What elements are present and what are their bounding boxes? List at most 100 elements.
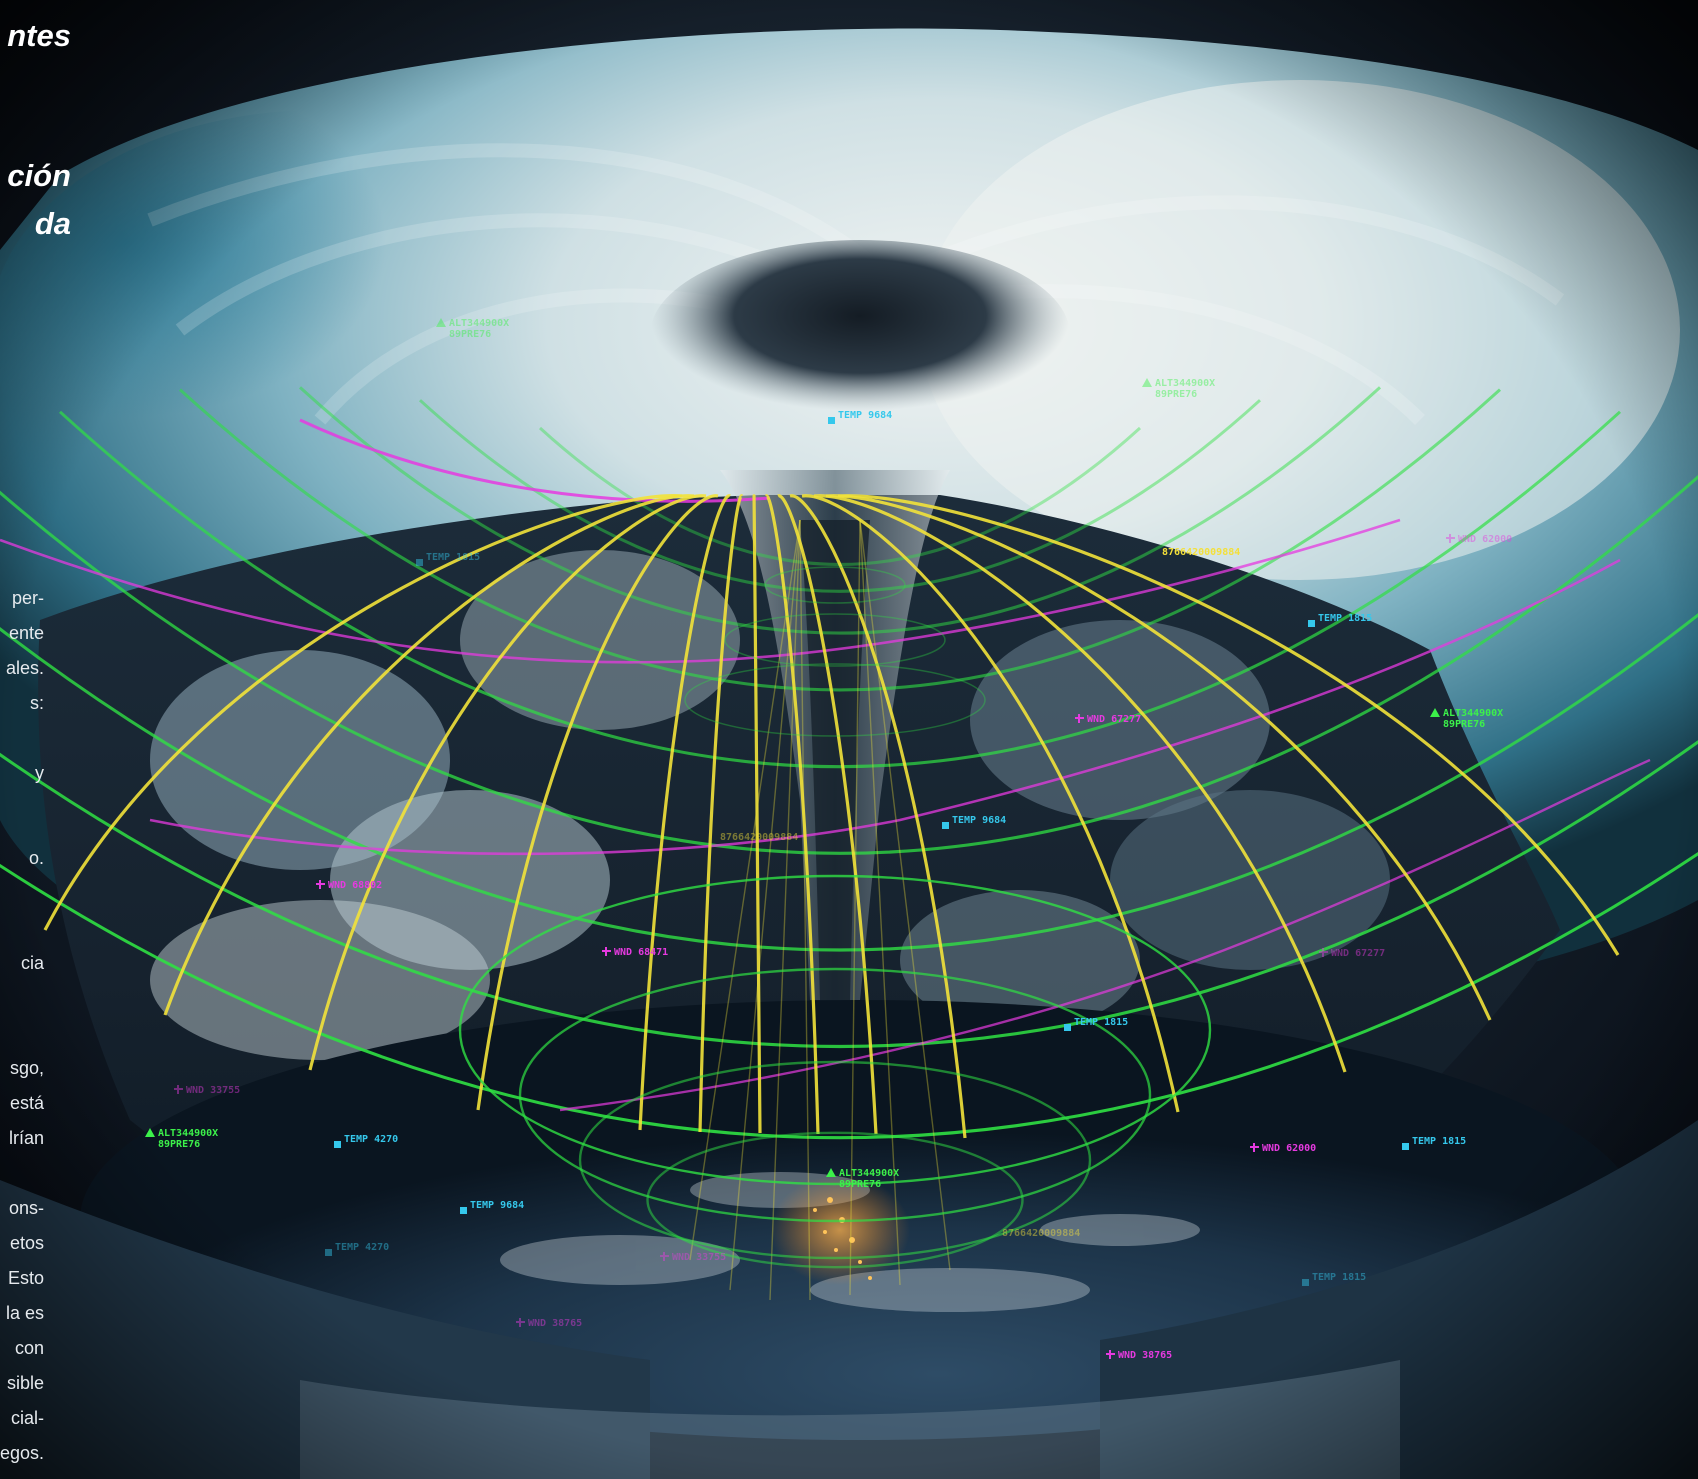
code-readout: 8766420009884 [720,832,799,843]
inner-ring [458,874,1212,1186]
square-marker-icon [1402,1143,1409,1150]
crosshair-marker-icon [1250,1143,1259,1152]
meridian-line [43,494,683,931]
triangle-marker-icon [826,1168,836,1177]
body-text-fragment: s: [29,693,44,713]
inner-ring [724,613,946,667]
meridian-line [638,494,731,1131]
body-text-fragment: per- [11,588,44,608]
meridian-line [859,519,901,1286]
body-text-fragment: egos. [0,1443,44,1463]
meridian-lines [43,494,1620,1301]
altitude-marker: ALT344900X 89PRE76 [436,318,509,340]
latitude-ring [0,474,1698,855]
wind-marker: WND 38765 [516,1318,582,1336]
meridian-line [752,494,762,1134]
wind-marker: WND 67277 [1075,714,1141,732]
latitude-ring [418,399,1262,593]
meridian-line [308,494,707,1071]
inner-ring [578,1060,1092,1260]
meridian-line [163,494,695,1016]
latitude-ring [0,851,1698,1140]
body-text-fragment: etos [9,1233,44,1253]
body-text-fragment: está [9,1093,44,1113]
crosshair-marker-icon [174,1085,183,1094]
meridian-line [777,494,878,1135]
square-marker-icon [942,822,949,829]
latitude-ring [0,612,1698,952]
latitude-ring [58,410,1622,769]
crosshair-marker-icon [602,947,611,956]
latitude-rings [0,386,1698,1140]
meridian-line [837,494,1620,956]
altitude-marker: ALT344900X 89PRE76 [145,1128,218,1150]
latitude-ring [298,386,1382,635]
magenta-arc [0,518,1401,664]
wind-marker: WND 38765 [1106,1350,1172,1368]
body-text-fragment: cial- [10,1408,44,1428]
crosshair-marker-icon [660,1252,669,1261]
inner-ring [646,1131,1024,1269]
body-text-fragment: lrían [8,1128,44,1148]
crosshair-marker-icon [316,880,325,889]
wind-marker: WND 68802 [316,880,382,898]
temp-marker: TEMP 9684 [942,815,1006,829]
meridian-line [769,519,801,1301]
triangle-marker-icon [1430,708,1440,717]
meridian-line [789,494,967,1139]
temp-marker: TEMP 1815 [1402,1136,1466,1150]
body-text-fragment: la es [5,1303,44,1323]
wind-marker: WND 33755 [660,1252,726,1270]
meridian-line [698,494,744,1133]
square-marker-icon [416,559,423,566]
latitude-ring [178,388,1502,692]
meridian-line [799,519,811,1301]
crosshair-marker-icon [1446,534,1455,543]
inner-rings [458,566,1212,1269]
wind-marker: WND 62000 [1250,1143,1316,1161]
triangle-marker-icon [436,318,446,327]
body-text-fragment: o. [28,848,44,868]
inner-ring [684,663,986,737]
temp-marker: TEMP 1815 [416,552,480,566]
meridian-line [689,519,801,1261]
crosshair-marker-icon [1075,714,1084,723]
crosshair-marker-icon [1319,948,1328,957]
code-readout: 8766420009884 [1002,1228,1081,1239]
wind-marker: WND 68471 [602,947,668,965]
heading-line-1: ntes [7,18,71,53]
magenta-arc [559,758,1651,1112]
body-text-fragment: Esto [7,1268,44,1288]
body-text-fragment: ales. [5,658,44,678]
triangle-marker-icon [145,1128,155,1137]
crosshair-marker-icon [516,1318,525,1327]
body-text-fragment: ente [8,623,44,643]
meridian-line [764,494,820,1135]
body-text-fragment: sible [6,1373,44,1393]
inner-ring [518,967,1152,1223]
temp-marker: TEMP 9684 [828,410,892,424]
latitude-ring [0,740,1698,1048]
meridian-line [801,494,1180,1113]
triangle-marker-icon [1142,378,1152,387]
magenta-arc [299,418,771,503]
magenta-arc [149,558,1621,856]
meridian-line [825,494,1492,1021]
crosshair-marker-icon [1106,1350,1115,1359]
magenta-arcs [0,418,1651,1112]
meridian-line [729,519,801,1291]
meridian-line [849,519,861,1296]
square-marker-icon [334,1141,341,1148]
temp-marker: TEMP 1815 [1064,1017,1128,1031]
square-marker-icon [1308,620,1315,627]
square-marker-icon [1302,1279,1309,1286]
temp-marker: TEMP 9684 [460,1200,524,1214]
altitude-marker: ALT344900X 89PRE76 [1142,378,1215,400]
temp-marker: TEMP 1815 [1308,613,1372,627]
temp-marker: TEMP 4270 [325,1242,389,1256]
body-text-fragment: sgo, [9,1058,44,1078]
body-text-fragment: con [14,1338,44,1358]
heading-line-3: da [34,206,71,241]
